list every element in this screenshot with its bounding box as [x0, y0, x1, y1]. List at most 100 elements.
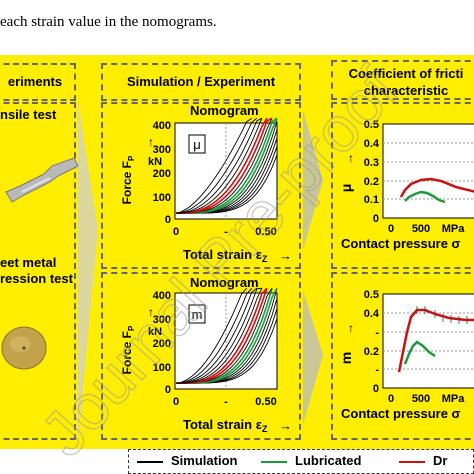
bottom-friction-ytick: 0	[373, 383, 379, 395]
bottom-nomogram-ylabel: Force FP	[120, 325, 136, 374]
compression-specimen-image	[1, 326, 47, 370]
nomogram-curve	[175, 287, 262, 384]
top-nomogram-xtick: 0.50	[255, 226, 276, 238]
bottom-nomogram-ytick: 100	[153, 362, 171, 374]
bottom-nomogram-ytick: 400	[153, 290, 171, 302]
nomogram-curve	[175, 287, 258, 384]
legend-lubricated-label: Lubricated	[295, 453, 362, 468]
experiments-panel	[0, 102, 76, 440]
bottom-friction-ytick: 0.4	[364, 308, 380, 320]
simulation-header-text: Simulation / Experiment	[126, 74, 276, 89]
top-nomogram-xlabel: Total strain εZ	[183, 247, 268, 264]
compression-test-label-line1: eet metal	[0, 255, 57, 270]
bottom-friction-xlabel: Contact pressure σ	[341, 406, 461, 421]
top-friction-ytick: 0.1	[364, 194, 379, 206]
arrow-to-friction-top	[303, 110, 323, 250]
arrow-to-friction-bottom	[303, 290, 323, 425]
bottom-friction-plot-area	[382, 293, 474, 389]
bottom-nomogram-ytick: 0	[165, 384, 171, 396]
nomogram-curve	[175, 287, 253, 384]
top-friction-ytick: 0.4	[364, 138, 380, 150]
top-friction-xtick: 0	[388, 223, 394, 235]
experiments-header: eriments	[0, 63, 76, 101]
bottom-nomogram-xlabel: Total strain εZ	[183, 417, 268, 434]
top-simulation-panel	[101, 102, 301, 269]
nomogram-curve	[176, 288, 263, 384]
top-nomogram-title: Nomogram	[190, 103, 259, 118]
legend-lubricated-swatch	[261, 461, 287, 463]
top-friction-ylabel: μ	[338, 184, 354, 193]
top-friction-plot-area	[382, 123, 474, 219]
nomogram-curve	[175, 287, 248, 384]
top-nomogram-ytick: 200	[153, 168, 171, 180]
top-nomogram-ytick: 100	[153, 192, 171, 204]
top-nomogram-ytick: 400	[153, 120, 171, 132]
arrow-to-simulation	[78, 102, 98, 440]
bottom-friction-ytick: -	[375, 327, 379, 339]
bottom-friction-dry-curve	[397, 308, 474, 373]
top-nomogram-symbol: μ	[193, 137, 201, 152]
bottom-friction-panel	[331, 272, 474, 440]
bottom-simulation-panel	[101, 272, 301, 440]
bottom-nomogram-xarrow: →	[279, 418, 292, 433]
top-nomogram-yarrow: ↑	[148, 135, 154, 149]
top-friction-chart: 0.5 0.4 0.3 0.2 0.1 0 μ ↑ 0 500 MPa Cont…	[338, 119, 474, 251]
top-friction-dry-curve	[399, 177, 474, 198]
bottom-nomogram-ytick: 200	[153, 338, 171, 350]
legend-simulation-swatch	[137, 461, 163, 463]
coefficient-header-line1: Coefficient of fricti	[348, 66, 464, 81]
top-friction-xlabel: Contact pressure σ	[341, 236, 461, 251]
top-friction-ytick: 0.3	[364, 157, 379, 169]
bottom-friction-chart: 0.5 0.4 - 0.2 - 0 m ↑ 0 500 MPa Contact …	[338, 289, 474, 421]
simulation-header: Simulation / Experiment	[101, 63, 301, 101]
bottom-friction-ytick: 0.5	[364, 289, 379, 301]
top-friction-ytick: 0.5	[364, 119, 379, 131]
bottom-nomogram-xtick: 0.50	[255, 396, 276, 408]
bottom-nomogram-xtick: -	[224, 396, 228, 408]
bottom-nomogram-yarrow: ↑	[148, 305, 154, 319]
bottom-friction-ylabel: m	[338, 352, 354, 364]
bottom-nomogram-chart: m 400 300 200 100 0 kN Force FP ↑ 0 - 0.…	[120, 287, 292, 434]
legend-dry-swatch	[399, 461, 425, 463]
top-nomogram-symbol-box	[188, 134, 206, 154]
top-nomogram-ytick: 0	[165, 214, 171, 226]
legend-dry-label: Dr	[433, 453, 448, 468]
top-friction-ytick: 0.2	[364, 176, 379, 188]
top-nomogram-xtick: 0	[173, 226, 179, 238]
nomogram-curve	[175, 117, 253, 214]
bottom-nomogram-title: Nomogram	[190, 275, 259, 290]
bottom-friction-dry-errorbars	[416, 306, 468, 324]
nomogram-curve	[176, 117, 268, 214]
top-friction-ytick: 0	[373, 213, 379, 225]
top-nomogram-xtick: -	[224, 226, 228, 238]
top-friction-lubricated-curve	[404, 190, 446, 204]
top-nomogram-chart: μ 400 300 200 100 0 kN Force FP ↑ 0 - 0.…	[120, 117, 292, 264]
bottom-nomogram-ytick: 300	[153, 314, 171, 326]
tensile-test-label: nsile test	[0, 107, 57, 122]
bottom-friction-lubricated-curve	[403, 340, 436, 365]
bottom-friction-xtick: 500	[412, 393, 430, 405]
top-friction-panel	[331, 102, 474, 269]
bottom-friction-xtick: MPa	[442, 393, 466, 405]
top-nomogram-unit: kN	[148, 156, 162, 168]
bottom-friction-ytick: 0.2	[364, 346, 379, 358]
bottom-nomogram-symbol: m	[192, 307, 203, 322]
top-nomogram-curves	[175, 117, 278, 214]
bottom-friction-ytick: -	[375, 364, 379, 376]
coefficient-header: Coefficient of fricti characteristic	[331, 60, 474, 100]
bottom-friction-yarrow: ↑	[348, 321, 354, 335]
coefficient-header-line2: characteristic	[363, 83, 449, 98]
bottom-friction-xtick: 0	[388, 393, 394, 405]
top-nomogram-xarrow: →	[279, 248, 292, 263]
legend: Simulation Lubricated Dr	[128, 449, 474, 474]
top-friction-yarrow: ↑	[348, 151, 354, 165]
nomogram-curve	[175, 117, 263, 214]
top-friction-xtick: 500	[412, 223, 430, 235]
top-nomogram-ytick: 300	[153, 144, 171, 156]
top-nomogram-ylabel: Force FP	[120, 155, 136, 204]
experiments-header-text: eriments	[7, 74, 63, 89]
nomogram-curve	[175, 118, 263, 214]
caption-text: each strain value in the nomograms.	[0, 14, 217, 30]
